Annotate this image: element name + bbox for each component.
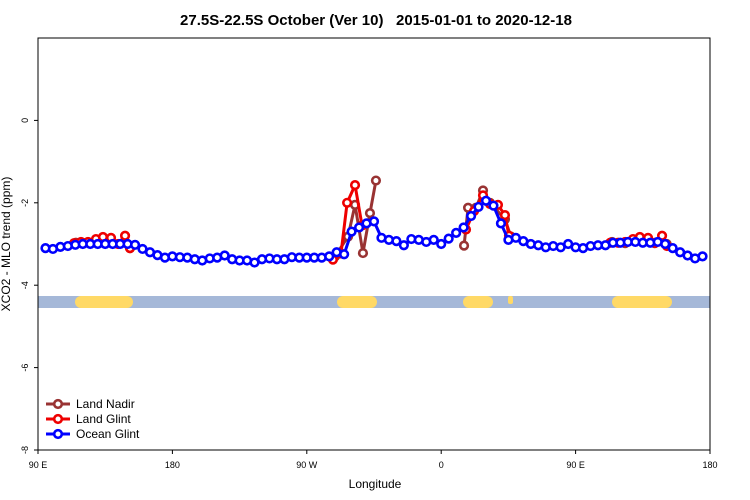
land-blob <box>75 296 133 308</box>
data-point <box>480 195 492 206</box>
data-point <box>339 249 350 260</box>
land-blob <box>337 296 377 308</box>
data-point <box>660 238 671 250</box>
x-tick-label: 90 E <box>29 460 48 470</box>
plot-frame <box>37 37 711 451</box>
x-tick-label: 90 W <box>296 460 318 470</box>
chart-title: 27.5S-22.5S October (Ver 10) 2015-01-01 … <box>180 12 572 29</box>
data-point <box>324 251 335 262</box>
data-point <box>119 230 131 241</box>
x-tick-label: 0 <box>439 460 444 470</box>
series <box>40 195 708 268</box>
data-point <box>428 234 439 245</box>
data-point <box>488 200 499 211</box>
land-blob <box>612 296 672 308</box>
x-tick-label: 90 E <box>566 460 585 470</box>
data-point <box>129 239 141 250</box>
data-point <box>451 227 462 238</box>
y-tick-label: 0 <box>20 118 30 123</box>
data-point <box>499 210 511 221</box>
land-mask-strip <box>38 296 710 308</box>
data-point <box>370 175 382 186</box>
legend-label: Ocean Glint <box>76 427 140 441</box>
x-tick-label: 180 <box>702 460 717 470</box>
y-tick-label: -6 <box>20 364 30 372</box>
data-point <box>458 222 469 233</box>
data-point <box>219 250 230 261</box>
data-point <box>349 179 361 191</box>
data-point <box>443 233 454 244</box>
x-axis-label: Longitude <box>349 477 402 491</box>
land-blob <box>463 296 493 308</box>
data-point <box>458 240 470 251</box>
legend-marker <box>52 428 64 440</box>
data-point <box>697 251 708 262</box>
data-point <box>398 240 409 251</box>
data-point <box>357 247 369 259</box>
data-point <box>495 218 507 229</box>
y-tick-label: -4 <box>20 281 30 289</box>
data-point <box>473 201 484 213</box>
y-tick-label: -8 <box>20 446 30 454</box>
data-point <box>436 238 447 250</box>
y-axis-label: XCO2 - MLO trend (ppm) <box>0 177 13 312</box>
legend-marker <box>52 398 64 410</box>
data-point <box>368 216 380 227</box>
data-point <box>465 210 477 222</box>
y-tick-label: -2 <box>20 199 30 207</box>
legend-label: Land Glint <box>76 412 131 426</box>
x-tick-label: 180 <box>165 460 180 470</box>
data-point <box>342 197 353 208</box>
data-point <box>391 236 402 247</box>
data-point <box>364 208 376 219</box>
legend-label: Land Nadir <box>76 397 135 411</box>
data-point <box>346 226 357 237</box>
legend-marker <box>52 413 64 425</box>
data-point <box>667 243 678 254</box>
data-point <box>353 222 365 233</box>
land-blob <box>508 296 513 304</box>
